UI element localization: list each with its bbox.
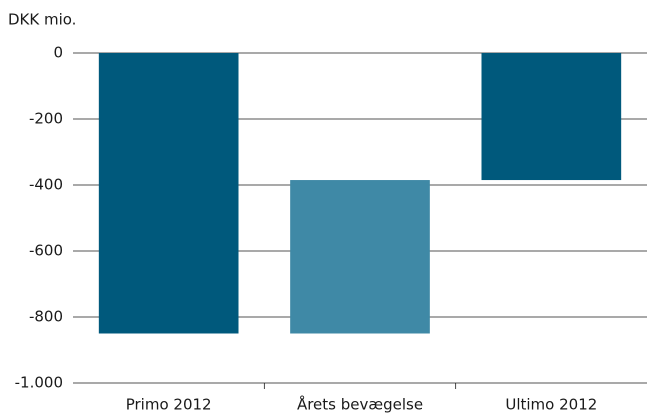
y-axis-label: DKK mio. [8, 11, 76, 29]
y-tick-label: 0 [53, 44, 63, 62]
bar [98, 53, 239, 334]
x-tick-label: Primo 2012 [126, 396, 212, 414]
bar [481, 53, 622, 181]
y-tick-label: -800 [29, 308, 63, 326]
y-tick-label: -1.000 [15, 374, 63, 392]
bar [290, 180, 430, 334]
x-tick-label: Ultimo 2012 [505, 396, 597, 414]
x-tick-label: Årets bevægelse [297, 395, 423, 414]
y-tick-label: -200 [29, 110, 63, 128]
y-tick-label: -600 [29, 242, 63, 260]
y-tick-label: -400 [29, 176, 63, 194]
